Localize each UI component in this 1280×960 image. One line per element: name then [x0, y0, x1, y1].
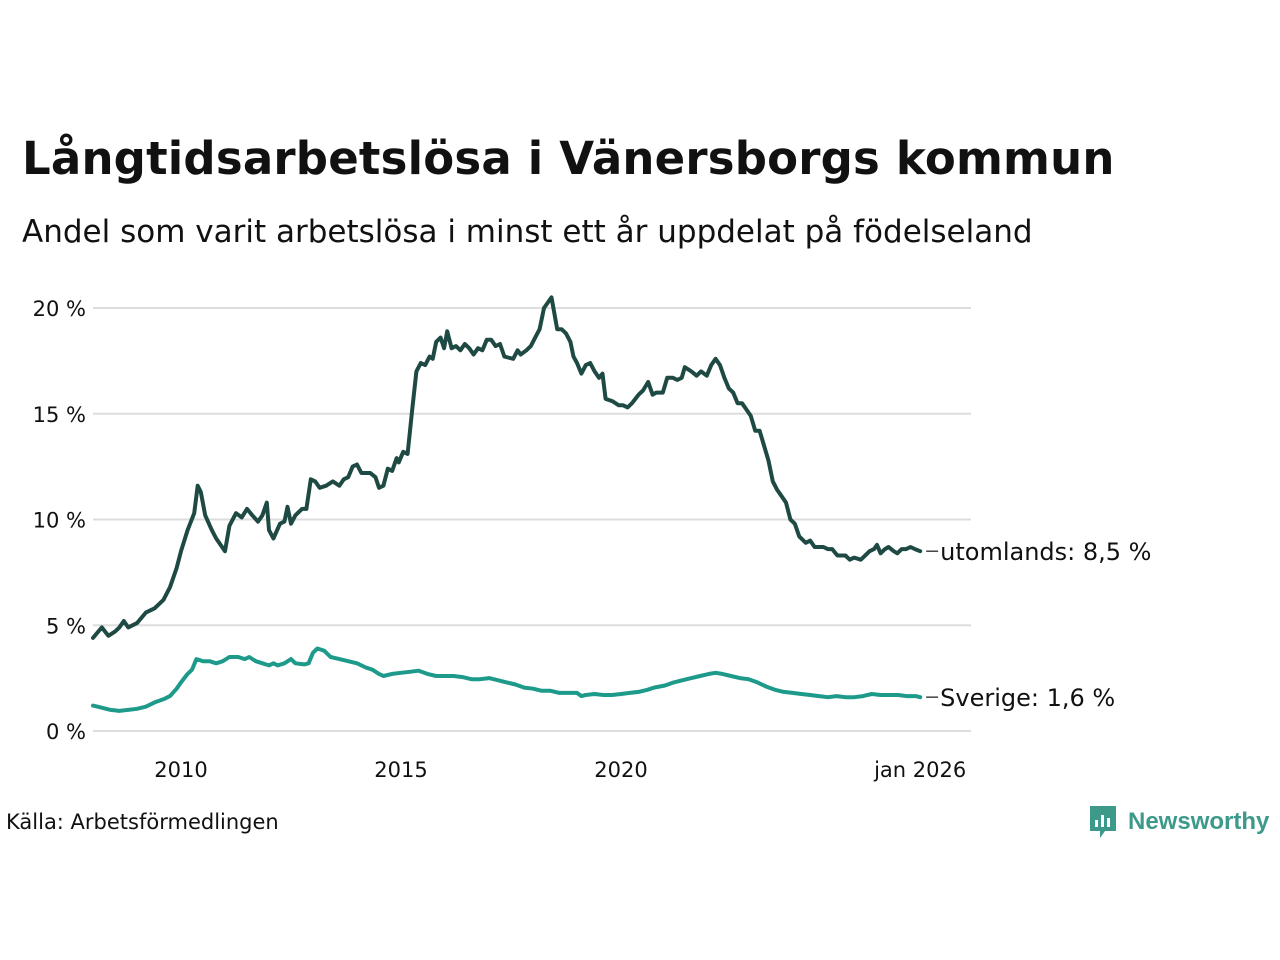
x-tick-label: 2010 [154, 758, 207, 782]
source-note: Källa: Arbetsförmedlingen [6, 810, 279, 834]
newsworthy-logo-icon [1090, 806, 1116, 838]
y-tick-label: 10 % [33, 509, 86, 533]
series-line-utomlands [91, 295, 923, 640]
x-tick-label: jan 2026 [873, 758, 966, 782]
x-tick-label: 2015 [374, 758, 427, 782]
series-end-labels: utomlands: 8,5 % Sverige: 1,6 % [926, 538, 1151, 712]
chart-title: Långtidsarbetslösa i Vänersborgs kommun [22, 132, 1115, 185]
end-label-utomlands: utomlands: 8,5 % [940, 538, 1151, 566]
x-axis-tick-labels: 2010 2015 2020 jan 2026 [154, 758, 966, 782]
series-line-sverige [91, 646, 923, 713]
y-tick-label: 0 % [46, 720, 86, 744]
x-tick-label: 2020 [594, 758, 647, 782]
series-lines [91, 295, 923, 713]
newsworthy-logo-text: Newsworthy [1128, 808, 1270, 835]
chart-subtitle: Andel som varit arbetslösa i minst ett å… [22, 214, 1033, 250]
newsworthy-logo: Newsworthy [1088, 804, 1269, 840]
y-tick-label: 5 % [46, 614, 86, 638]
y-tick-label: 20 % [33, 297, 86, 321]
y-tick-label: 15 % [33, 403, 86, 427]
y-axis-tick-labels: 0 % 5 % 10 % 15 % 20 % [33, 297, 86, 744]
gridlines [93, 307, 971, 732]
end-label-sverige: Sverige: 1,6 % [940, 684, 1115, 712]
